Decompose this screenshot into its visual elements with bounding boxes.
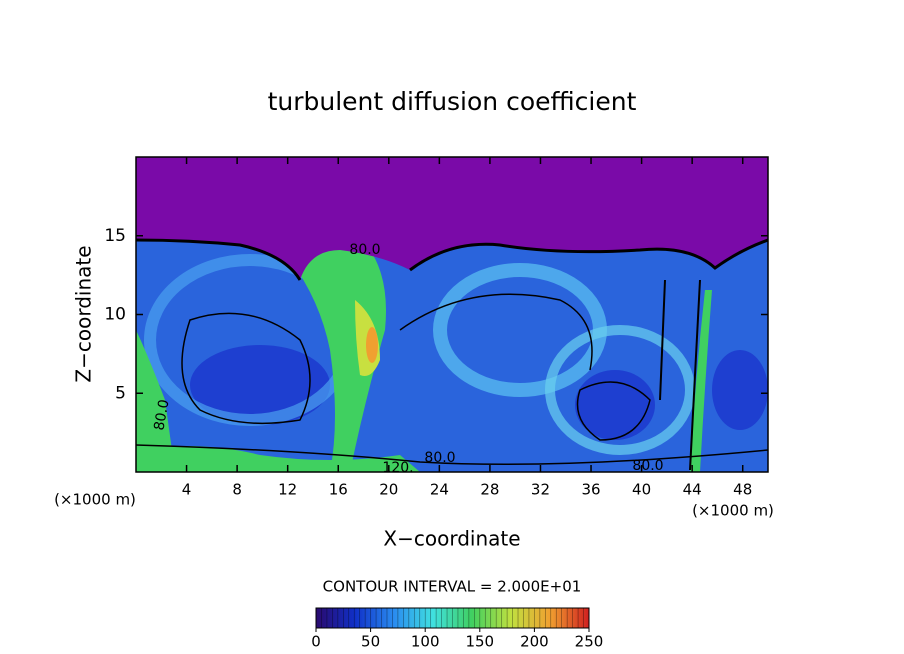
chart-title: turbulent diffusion coefficient — [268, 87, 637, 116]
colorbar-tick-label: 100 — [411, 633, 440, 651]
x-tick-label: 4 — [182, 481, 192, 499]
x-tick-label: 48 — [733, 481, 752, 499]
colorbar-tick-label: 200 — [520, 633, 549, 651]
x-tick-label: 20 — [379, 481, 398, 499]
colorbar-tick-label: 0 — [311, 633, 321, 651]
x-unit: (×1000 m) — [692, 502, 774, 520]
y-axis-label: Z−coordinate — [72, 245, 96, 382]
axes — [135, 156, 769, 473]
contour-label: 80.0 — [424, 450, 455, 466]
x-tick-label: 44 — [683, 481, 702, 499]
field — [136, 157, 768, 472]
contour-label: 80.0 — [632, 458, 663, 474]
x-tick-label: 24 — [430, 481, 449, 499]
colorbar-tick-label: 50 — [361, 633, 380, 651]
x-tick-label: 28 — [480, 481, 499, 499]
x-tick-label: 16 — [329, 481, 348, 499]
colorbar-tick-label: 250 — [575, 633, 604, 651]
x-tick-label: 32 — [531, 481, 550, 499]
x-tick-label: 40 — [632, 481, 651, 499]
y-tick-label: 15 — [104, 226, 126, 246]
contour-interval: CONTOUR INTERVAL = 2.000E+01 — [323, 578, 582, 596]
x-unit: (×1000 m) — [54, 491, 136, 509]
y-tick-label: 10 — [104, 305, 126, 325]
x-axis-label: X−coordinate — [383, 527, 520, 551]
x-tick-label: 12 — [278, 481, 297, 499]
contour-label: 80.0 — [151, 398, 172, 431]
y-tick-label: 5 — [115, 383, 126, 403]
colorbar-tick-label: 150 — [465, 633, 494, 651]
contour-label: 120. — [382, 460, 413, 476]
x-tick-label: 36 — [581, 481, 600, 499]
contour-label: 80.0 — [349, 242, 380, 258]
x-tick-label: 8 — [232, 481, 242, 499]
